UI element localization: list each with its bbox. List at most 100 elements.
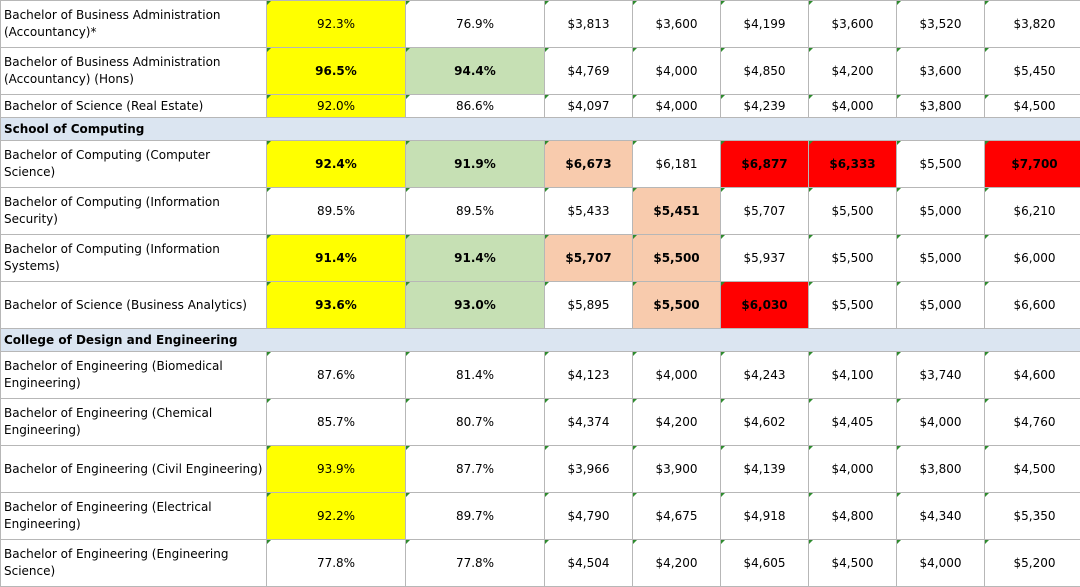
value-cell-col-3[interactable]: $5,895	[545, 282, 633, 329]
value-cell-col-5[interactable]: $6,030	[721, 282, 809, 329]
value-cell-col-6[interactable]: $4,405	[809, 399, 897, 446]
program-name-cell[interactable]: Bachelor of Science (Business Analytics)	[1, 282, 267, 329]
value-cell-col-4[interactable]: $5,451	[633, 188, 721, 235]
value-cell-col-8[interactable]: $5,350	[985, 493, 1080, 540]
value-cell-col-3[interactable]: $3,813	[545, 1, 633, 48]
value-cell-col-7[interactable]: $4,000	[897, 399, 985, 446]
value-cell-col-1[interactable]: 93.6%	[267, 282, 406, 329]
value-cell-col-7[interactable]: $3,600	[897, 48, 985, 95]
value-cell-col-7[interactable]: $5,000	[897, 235, 985, 282]
value-cell-col-8[interactable]: $7,700	[985, 141, 1080, 188]
value-cell-col-4[interactable]: $3,600	[633, 1, 721, 48]
value-cell-col-3[interactable]: $4,374	[545, 399, 633, 446]
program-name-cell[interactable]: Bachelor of Business Administration (Acc…	[1, 48, 267, 95]
value-cell-col-3[interactable]: $3,966	[545, 446, 633, 493]
value-cell-col-3[interactable]: $4,504	[545, 540, 633, 587]
value-cell-col-4[interactable]: $4,200	[633, 399, 721, 446]
program-name-cell[interactable]: Bachelor of Computing (Computer Science)	[1, 141, 267, 188]
value-cell-col-2[interactable]: 81.4%	[406, 352, 545, 399]
value-cell-col-6[interactable]: $4,200	[809, 48, 897, 95]
value-cell-col-6[interactable]: $6,333	[809, 141, 897, 188]
value-cell-col-6[interactable]: $5,500	[809, 282, 897, 329]
value-cell-col-2[interactable]: 80.7%	[406, 399, 545, 446]
value-cell-col-8[interactable]: $5,450	[985, 48, 1080, 95]
value-cell-col-1[interactable]: 92.4%	[267, 141, 406, 188]
program-name-cell[interactable]: Bachelor of Engineering (Chemical Engine…	[1, 399, 267, 446]
value-cell-col-2[interactable]: 91.4%	[406, 235, 545, 282]
program-name-cell[interactable]: Bachelor of Science (Real Estate)	[1, 95, 267, 118]
value-cell-col-7[interactable]: $5,000	[897, 188, 985, 235]
value-cell-col-6[interactable]: $5,500	[809, 188, 897, 235]
value-cell-col-3[interactable]: $5,433	[545, 188, 633, 235]
value-cell-col-4[interactable]: $5,500	[633, 282, 721, 329]
value-cell-col-2[interactable]: 89.5%	[406, 188, 545, 235]
value-cell-col-7[interactable]: $4,000	[897, 540, 985, 587]
value-cell-col-8[interactable]: $3,820	[985, 1, 1080, 48]
value-cell-col-5[interactable]: $6,877	[721, 141, 809, 188]
value-cell-col-4[interactable]: $4,200	[633, 540, 721, 587]
value-cell-col-4[interactable]: $5,500	[633, 235, 721, 282]
value-cell-col-8[interactable]: $4,500	[985, 446, 1080, 493]
value-cell-col-3[interactable]: $4,097	[545, 95, 633, 118]
value-cell-col-4[interactable]: $4,000	[633, 48, 721, 95]
value-cell-col-7[interactable]: $5,500	[897, 141, 985, 188]
value-cell-col-5[interactable]: $4,605	[721, 540, 809, 587]
value-cell-col-5[interactable]: $4,602	[721, 399, 809, 446]
value-cell-col-7[interactable]: $3,800	[897, 446, 985, 493]
value-cell-col-6[interactable]: $5,500	[809, 235, 897, 282]
value-cell-col-5[interactable]: $5,707	[721, 188, 809, 235]
school-name[interactable]: College of Design and Engineering	[1, 329, 1080, 352]
value-cell-col-4[interactable]: $6,181	[633, 141, 721, 188]
value-cell-col-6[interactable]: $4,100	[809, 352, 897, 399]
program-name-cell[interactable]: Bachelor of Engineering (Electrical Engi…	[1, 493, 267, 540]
value-cell-col-7[interactable]: $3,800	[897, 95, 985, 118]
value-cell-col-1[interactable]: 91.4%	[267, 235, 406, 282]
value-cell-col-2[interactable]: 91.9%	[406, 141, 545, 188]
value-cell-col-1[interactable]: 92.0%	[267, 95, 406, 118]
value-cell-col-6[interactable]: $4,000	[809, 446, 897, 493]
value-cell-col-5[interactable]: $4,139	[721, 446, 809, 493]
value-cell-col-2[interactable]: 86.6%	[406, 95, 545, 118]
value-cell-col-4[interactable]: $4,000	[633, 352, 721, 399]
value-cell-col-1[interactable]: 87.6%	[267, 352, 406, 399]
value-cell-col-1[interactable]: 96.5%	[267, 48, 406, 95]
value-cell-col-1[interactable]: 92.2%	[267, 493, 406, 540]
value-cell-col-4[interactable]: $3,900	[633, 446, 721, 493]
value-cell-col-3[interactable]: $4,123	[545, 352, 633, 399]
value-cell-col-5[interactable]: $4,243	[721, 352, 809, 399]
value-cell-col-8[interactable]: $6,000	[985, 235, 1080, 282]
value-cell-col-7[interactable]: $3,740	[897, 352, 985, 399]
value-cell-col-2[interactable]: 87.7%	[406, 446, 545, 493]
value-cell-col-8[interactable]: $4,760	[985, 399, 1080, 446]
value-cell-col-4[interactable]: $4,000	[633, 95, 721, 118]
value-cell-col-6[interactable]: $4,000	[809, 95, 897, 118]
value-cell-col-4[interactable]: $4,675	[633, 493, 721, 540]
school-name[interactable]: School of Computing	[1, 118, 1080, 141]
value-cell-col-2[interactable]: 94.4%	[406, 48, 545, 95]
value-cell-col-8[interactable]: $6,600	[985, 282, 1080, 329]
value-cell-col-7[interactable]: $4,340	[897, 493, 985, 540]
value-cell-col-1[interactable]: 92.3%	[267, 1, 406, 48]
program-name-cell[interactable]: Bachelor of Engineering (Engineering Sci…	[1, 540, 267, 587]
value-cell-col-6[interactable]: $3,600	[809, 1, 897, 48]
value-cell-col-6[interactable]: $4,800	[809, 493, 897, 540]
program-name-cell[interactable]: Bachelor of Computing (Information Syste…	[1, 235, 267, 282]
value-cell-col-3[interactable]: $6,673	[545, 141, 633, 188]
value-cell-col-5[interactable]: $4,918	[721, 493, 809, 540]
value-cell-col-8[interactable]: $5,200	[985, 540, 1080, 587]
value-cell-col-8[interactable]: $4,500	[985, 95, 1080, 118]
value-cell-col-7[interactable]: $3,520	[897, 1, 985, 48]
value-cell-col-7[interactable]: $5,000	[897, 282, 985, 329]
program-name-cell[interactable]: Bachelor of Engineering (Civil Engineeri…	[1, 446, 267, 493]
value-cell-col-5[interactable]: $4,850	[721, 48, 809, 95]
program-name-cell[interactable]: Bachelor of Business Administration (Acc…	[1, 1, 267, 48]
value-cell-col-1[interactable]: 89.5%	[267, 188, 406, 235]
value-cell-col-2[interactable]: 89.7%	[406, 493, 545, 540]
value-cell-col-8[interactable]: $6,210	[985, 188, 1080, 235]
value-cell-col-5[interactable]: $5,937	[721, 235, 809, 282]
value-cell-col-2[interactable]: 77.8%	[406, 540, 545, 587]
program-name-cell[interactable]: Bachelor of Engineering (Biomedical Engi…	[1, 352, 267, 399]
value-cell-col-1[interactable]: 85.7%	[267, 399, 406, 446]
value-cell-col-5[interactable]: $4,199	[721, 1, 809, 48]
value-cell-col-1[interactable]: 77.8%	[267, 540, 406, 587]
